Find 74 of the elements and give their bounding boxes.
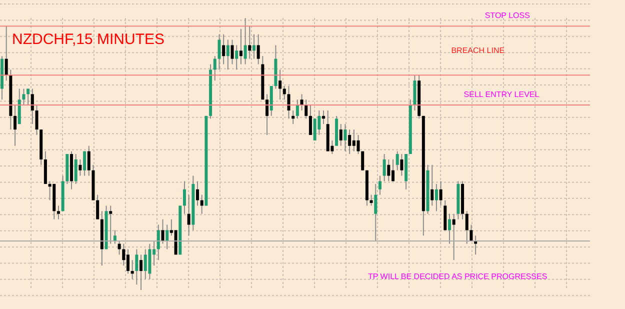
candlestick bbox=[87, 145, 90, 176]
candlestick bbox=[248, 26, 252, 60]
candlestick bbox=[196, 180, 200, 206]
candlestick bbox=[4, 26, 8, 82]
candlestick bbox=[452, 213, 456, 261]
candlestick bbox=[222, 34, 226, 65]
candlestick bbox=[470, 224, 473, 242]
candlestick bbox=[256, 34, 260, 65]
candlestick bbox=[135, 248, 138, 286]
candlestick bbox=[244, 18, 247, 65]
ref-line-label: BREACH LINE bbox=[451, 46, 505, 56]
candlestick bbox=[382, 154, 386, 182]
candlestick bbox=[439, 180, 442, 206]
candlestick bbox=[182, 180, 186, 214]
candlestick bbox=[140, 254, 143, 290]
candlestick bbox=[287, 86, 290, 120]
candlestick bbox=[300, 94, 304, 111]
annotation: TP WILL BE DECIDED AS PRICE PROGRESSES bbox=[368, 272, 548, 281]
candlestick bbox=[26, 88, 30, 106]
candlestick bbox=[278, 69, 282, 100]
candlestick bbox=[296, 99, 299, 120]
candlestick bbox=[30, 88, 34, 125]
candlestick bbox=[126, 248, 130, 274]
candlestick bbox=[96, 194, 100, 220]
candlestick bbox=[161, 218, 164, 244]
candlestick bbox=[166, 224, 169, 250]
candlestick bbox=[266, 94, 269, 136]
candlestick bbox=[235, 44, 238, 70]
candlestick bbox=[74, 154, 78, 184]
candlestick bbox=[56, 205, 60, 220]
candlestick bbox=[109, 205, 112, 244]
candlestick bbox=[113, 230, 116, 244]
candlestick bbox=[322, 110, 325, 125]
candlestick bbox=[35, 104, 38, 136]
candlestick bbox=[144, 248, 147, 280]
candlestick bbox=[378, 175, 382, 196]
candlestick bbox=[78, 158, 82, 176]
candlestick bbox=[434, 183, 438, 212]
candlestick bbox=[396, 150, 399, 171]
candlestick bbox=[374, 183, 378, 242]
candlestick bbox=[344, 124, 347, 152]
candlestick bbox=[339, 124, 342, 146]
candlestick bbox=[252, 34, 256, 60]
candlestick bbox=[370, 194, 373, 206]
candlestick bbox=[14, 104, 17, 146]
candlestick bbox=[187, 194, 190, 236]
candlestick bbox=[218, 34, 221, 70]
candlestick bbox=[430, 164, 434, 206]
ref-line-label: SELL ENTRY LEVEL bbox=[464, 90, 540, 100]
candlestick bbox=[348, 129, 352, 154]
candlestick bbox=[118, 240, 121, 256]
candlestick bbox=[361, 150, 364, 171]
candlestick bbox=[356, 134, 360, 154]
candlestick bbox=[130, 260, 134, 280]
candlestick bbox=[230, 39, 234, 65]
candlestick bbox=[292, 110, 295, 125]
ref-line-label: STOP LOSS bbox=[484, 11, 530, 20]
candlestick bbox=[304, 99, 308, 120]
candlestick bbox=[226, 39, 230, 70]
candlestick bbox=[282, 86, 286, 100]
candlestick bbox=[83, 150, 86, 176]
candlestick bbox=[200, 194, 204, 214]
candlestick bbox=[465, 210, 468, 244]
text: NZDCHF,15 MINUTES bbox=[12, 31, 165, 48]
candlestick bbox=[448, 213, 451, 244]
candlestick bbox=[313, 118, 316, 141]
candlestick bbox=[156, 224, 160, 261]
candlestick bbox=[213, 56, 216, 82]
candlestick bbox=[22, 88, 26, 106]
candlestick bbox=[308, 104, 312, 136]
candlestick bbox=[387, 158, 390, 182]
candlestick bbox=[474, 235, 478, 256]
candlestick bbox=[400, 154, 404, 176]
candlestick bbox=[239, 28, 242, 65]
